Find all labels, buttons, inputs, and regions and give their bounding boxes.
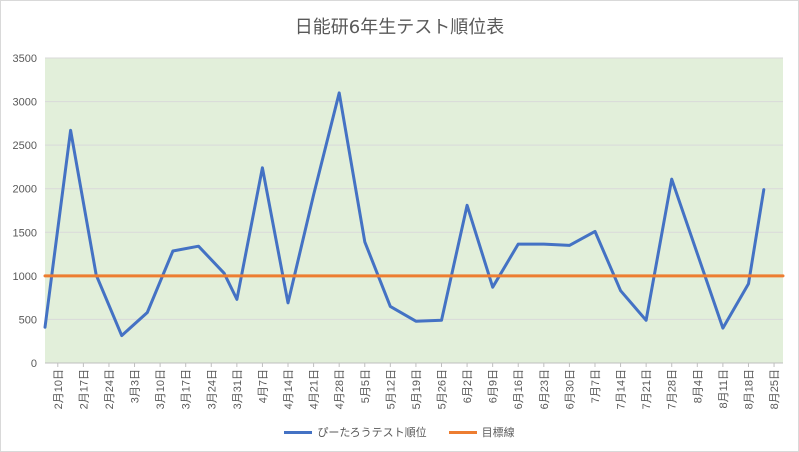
- legend-item-test-rank: ぴーたろうテスト順位: [284, 424, 427, 440]
- legend-swatch-target: [448, 430, 477, 434]
- x-tick-label: 7月7日: [590, 369, 602, 403]
- x-tick-label: 7月14日: [616, 369, 628, 409]
- x-tick-label: 7月21日: [641, 369, 653, 409]
- x-axis: 2月10日 2月17日 2月24日 3月3日 3月10日 3月17日 3月24日 3月31日 4…: [53, 363, 781, 409]
- x-tick-label: 4月28日: [334, 369, 346, 409]
- x-tick-label: 2月17日: [78, 369, 90, 409]
- x-tick-label: 6月16日: [513, 369, 525, 409]
- x-tick-label: 5月19日: [411, 369, 423, 409]
- x-tick-label: 8月25日: [769, 369, 781, 409]
- x-tick-label: 5月12日: [385, 369, 397, 409]
- x-tick-label: 6月9日: [488, 369, 500, 403]
- y-tick-label: 0: [31, 358, 37, 370]
- x-tick-label: 3月17日: [181, 369, 193, 409]
- legend-item-target: 目標線: [448, 424, 515, 440]
- legend-label-test-rank: ぴーたろうテスト順位: [317, 426, 427, 439]
- legend-swatch-test-rank: [284, 430, 313, 434]
- x-tick-label: 3月10日: [155, 369, 167, 409]
- y-tick-label: 500: [19, 314, 37, 326]
- legend-label-target: 目標線: [481, 426, 515, 439]
- x-tick-label: 3月31日: [232, 369, 244, 409]
- series-layer: [43, 91, 785, 338]
- x-tick-label: 4月21日: [309, 369, 321, 409]
- x-tick-label: 7月28日: [667, 369, 679, 409]
- x-tick-label: 8月4日: [692, 369, 704, 403]
- series-line-test-rank: [43, 91, 766, 338]
- x-tick-label: 2月10日: [53, 369, 65, 409]
- y-tick-label: 3500: [13, 53, 37, 65]
- y-tick-label: 1000: [13, 271, 37, 283]
- y-tick-label: 2500: [13, 140, 37, 152]
- x-tick-label: 3月3日: [130, 369, 142, 403]
- x-tick-label: 6月30日: [564, 369, 576, 409]
- x-tick-label: 5月26日: [436, 369, 448, 409]
- x-tick-label: 8月18日: [743, 369, 755, 409]
- chart-title: 日能研6年生テスト順位表: [294, 17, 505, 38]
- y-tick-label: 1500: [13, 227, 37, 239]
- x-tick-label: 6月2日: [462, 369, 474, 403]
- y-tick-label: 2000: [13, 184, 37, 196]
- x-tick-label: 5月5日: [360, 369, 372, 403]
- legend: ぴーたろうテスト順位 目標線: [0, 424, 799, 440]
- y-tick-label: 3000: [13, 97, 37, 109]
- x-tick-label: 8月11日: [718, 369, 730, 409]
- y-axis: 0 500 1000 1500 2000 2500 3000 3500: [13, 53, 37, 370]
- x-tick-label: 3月24日: [206, 369, 218, 409]
- plot-area: [45, 58, 783, 363]
- x-tick-label: 6月23日: [539, 369, 551, 409]
- x-tick-label: 4月14日: [283, 369, 295, 409]
- x-tick-label: 4月7日: [257, 369, 269, 403]
- x-tick-label: 2月24日: [104, 369, 116, 409]
